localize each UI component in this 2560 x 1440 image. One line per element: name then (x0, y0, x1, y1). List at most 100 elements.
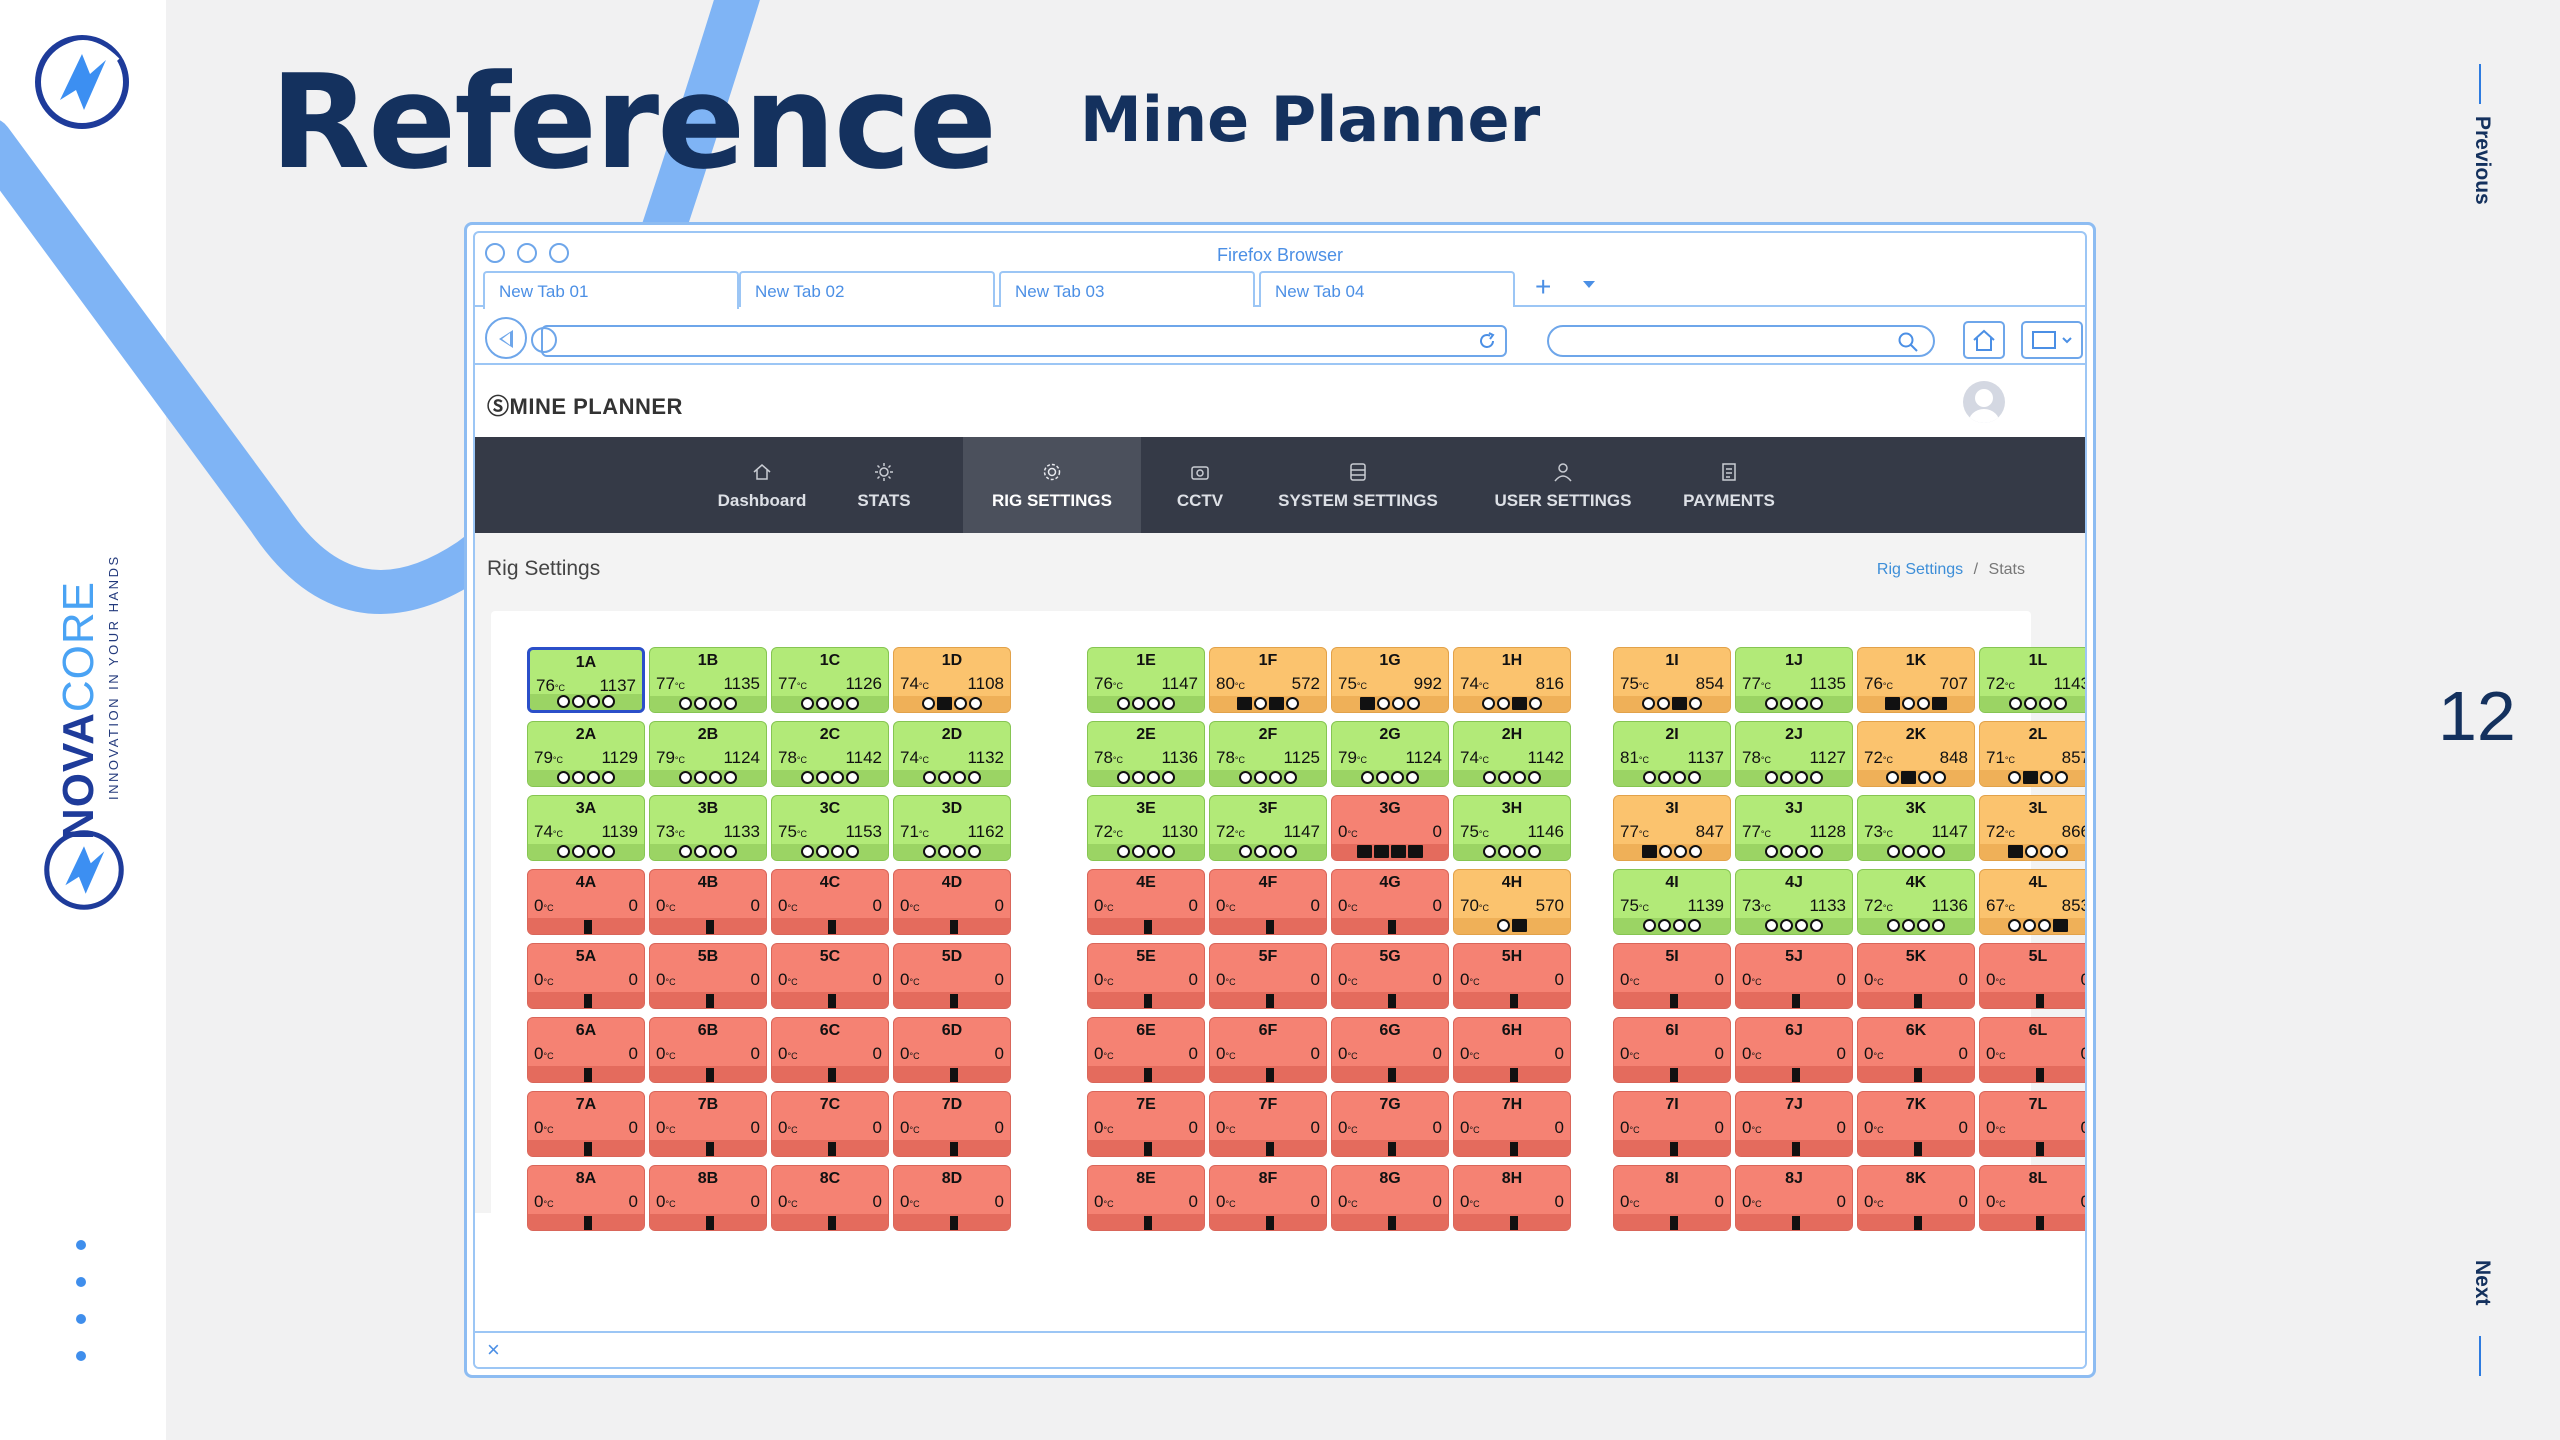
rig-tile-7g[interactable]: 7G 0°C 0 (1331, 1091, 1449, 1157)
rig-tile-6j[interactable]: 6J 0°C 0 (1735, 1017, 1853, 1083)
nav-payments[interactable]: PAYMENTS (1669, 437, 1789, 533)
rig-tile-3h[interactable]: 3H 75°C 1146 (1453, 795, 1571, 861)
rig-tile-5b[interactable]: 5B 0°C 0 (649, 943, 767, 1009)
rig-tile-6c[interactable]: 6C 0°C 0 (771, 1017, 889, 1083)
rig-tile-1h[interactable]: 1H 74°C 816 (1453, 647, 1571, 713)
nav-user-settings[interactable]: USER SETTINGS (1483, 437, 1643, 533)
rig-tile-4d[interactable]: 4D 0°C 0 (893, 869, 1011, 935)
rig-tile-8c[interactable]: 8C 0°C 0 (771, 1165, 889, 1231)
rig-tile-6k[interactable]: 6K 0°C 0 (1857, 1017, 1975, 1083)
rig-tile-4l[interactable]: 4L 67°C 853 (1979, 869, 2085, 935)
nav-system-settings[interactable]: SYSTEM SETTINGS (1265, 437, 1451, 533)
rig-tile-5e[interactable]: 5E 0°C 0 (1087, 943, 1205, 1009)
rig-tile-1g[interactable]: 1G 75°C 992 (1331, 647, 1449, 713)
rig-tile-2b[interactable]: 2B 79°C 1124 (649, 721, 767, 787)
rig-tile-7f[interactable]: 7F 0°C 0 (1209, 1091, 1327, 1157)
rig-tile-3l[interactable]: 3L 72°C 866 (1979, 795, 2085, 861)
rig-tile-7j[interactable]: 7J 0°C 0 (1735, 1091, 1853, 1157)
rig-tile-1a[interactable]: 1A 76°C 1137 (527, 647, 645, 713)
rig-tile-8i[interactable]: 8I 0°C 0 (1613, 1165, 1731, 1231)
rig-tile-3g[interactable]: 3G 0°C 0 (1331, 795, 1449, 861)
window-close-icon[interactable] (485, 243, 505, 263)
avatar[interactable] (1963, 381, 2005, 423)
rig-tile-4c[interactable]: 4C 0°C 0 (771, 869, 889, 935)
rig-tile-8h[interactable]: 8H 0°C 0 (1453, 1165, 1571, 1231)
rig-tile-7b[interactable]: 7B 0°C 0 (649, 1091, 767, 1157)
rig-tile-5d[interactable]: 5D 0°C 0 (893, 943, 1011, 1009)
next-slide-link[interactable]: Next (2466, 1250, 2496, 1400)
rig-tile-7d[interactable]: 7D 0°C 0 (893, 1091, 1011, 1157)
rig-tile-6a[interactable]: 6A 0°C 0 (527, 1017, 645, 1083)
rig-tile-1d[interactable]: 1D 74°C 1108 (893, 647, 1011, 713)
rig-tile-6l[interactable]: 6L 0°C 0 (1979, 1017, 2085, 1083)
previous-slide-link[interactable]: Previous (2466, 60, 2496, 230)
close-icon[interactable]: × (487, 1337, 500, 1362)
rig-tile-8e[interactable]: 8E 0°C 0 (1087, 1165, 1205, 1231)
rig-tile-1l[interactable]: 1L 72°C 1143 (1979, 647, 2085, 713)
rig-tile-8g[interactable]: 8G 0°C 0 (1331, 1165, 1449, 1231)
rig-tile-7k[interactable]: 7K 0°C 0 (1857, 1091, 1975, 1157)
rig-tile-6f[interactable]: 6F 0°C 0 (1209, 1017, 1327, 1083)
tab-1[interactable]: New Tab 01 (483, 271, 739, 309)
back-button[interactable] (485, 317, 527, 359)
rig-tile-1j[interactable]: 1J 77°C 1135 (1735, 647, 1853, 713)
rig-tile-7i[interactable]: 7I 0°C 0 (1613, 1091, 1731, 1157)
rig-tile-1c[interactable]: 1C 77°C 1126 (771, 647, 889, 713)
rig-tile-8k[interactable]: 8K 0°C 0 (1857, 1165, 1975, 1231)
rig-tile-4b[interactable]: 4B 0°C 0 (649, 869, 767, 935)
rig-tile-3a[interactable]: 3A 74°C 1139 (527, 795, 645, 861)
new-tab-button[interactable]: + (1535, 271, 1552, 302)
rig-tile-2g[interactable]: 2G 79°C 1124 (1331, 721, 1449, 787)
rig-tile-6e[interactable]: 6E 0°C 0 (1087, 1017, 1205, 1083)
rig-tile-1f[interactable]: 1F 80°C 572 (1209, 647, 1327, 713)
tab-list-chevron-icon[interactable] (1583, 281, 1595, 288)
rig-tile-4j[interactable]: 4J 73°C 1133 (1735, 869, 1853, 935)
rig-tile-8d[interactable]: 8D 0°C 0 (893, 1165, 1011, 1231)
rig-tile-5h[interactable]: 5H 0°C 0 (1453, 943, 1571, 1009)
rig-tile-3e[interactable]: 3E 72°C 1130 (1087, 795, 1205, 861)
rig-tile-4h[interactable]: 4H 70°C 570 (1453, 869, 1571, 935)
rig-tile-3d[interactable]: 3D 71°C 1162 (893, 795, 1011, 861)
rig-tile-5j[interactable]: 5J 0°C 0 (1735, 943, 1853, 1009)
rig-tile-8f[interactable]: 8F 0°C 0 (1209, 1165, 1327, 1231)
rig-tile-5g[interactable]: 5G 0°C 0 (1331, 943, 1449, 1009)
rig-tile-8a[interactable]: 8A 0°C 0 (527, 1165, 645, 1231)
rig-tile-2k[interactable]: 2K 72°C 848 (1857, 721, 1975, 787)
tab-4[interactable]: New Tab 04 (1259, 271, 1515, 307)
rig-tile-5f[interactable]: 5F 0°C 0 (1209, 943, 1327, 1009)
rig-tile-7l[interactable]: 7L 0°C 0 (1979, 1091, 2085, 1157)
rig-tile-2i[interactable]: 2I 81°C 1137 (1613, 721, 1731, 787)
nav-dashboard[interactable]: Dashboard (697, 437, 827, 533)
rig-tile-1k[interactable]: 1K 76°C 707 (1857, 647, 1975, 713)
rig-tile-3f[interactable]: 3F 72°C 1147 (1209, 795, 1327, 861)
rig-tile-5a[interactable]: 5A 0°C 0 (527, 943, 645, 1009)
rig-tile-2e[interactable]: 2E 78°C 1136 (1087, 721, 1205, 787)
rig-tile-3b[interactable]: 3B 73°C 1133 (649, 795, 767, 861)
rig-tile-6b[interactable]: 6B 0°C 0 (649, 1017, 767, 1083)
rig-tile-6d[interactable]: 6D 0°C 0 (893, 1017, 1011, 1083)
rig-tile-7e[interactable]: 7E 0°C 0 (1087, 1091, 1205, 1157)
tab-3[interactable]: New Tab 03 (999, 271, 1255, 307)
rig-tile-7a[interactable]: 7A 0°C 0 (527, 1091, 645, 1157)
reload-icon[interactable] (1477, 331, 1497, 351)
rig-tile-1e[interactable]: 1E 76°C 1147 (1087, 647, 1205, 713)
rig-tile-1b[interactable]: 1B 77°C 1135 (649, 647, 767, 713)
rig-tile-7c[interactable]: 7C 0°C 0 (771, 1091, 889, 1157)
rig-tile-4g[interactable]: 4G 0°C 0 (1331, 869, 1449, 935)
window-maximize-icon[interactable] (549, 243, 569, 263)
rig-tile-2l[interactable]: 2L 71°C 857 (1979, 721, 2085, 787)
rig-tile-2a[interactable]: 2A 79°C 1129 (527, 721, 645, 787)
forward-button[interactable] (531, 327, 557, 353)
rig-tile-2f[interactable]: 2F 78°C 1125 (1209, 721, 1327, 787)
rig-tile-3i[interactable]: 3I 77°C 847 (1613, 795, 1731, 861)
rig-tile-3c[interactable]: 3C 75°C 1153 (771, 795, 889, 861)
rig-tile-5l[interactable]: 5L 0°C 0 (1979, 943, 2085, 1009)
window-menu-button[interactable] (2021, 321, 2083, 359)
rig-tile-3j[interactable]: 3J 77°C 1128 (1735, 795, 1853, 861)
rig-tile-4f[interactable]: 4F 0°C 0 (1209, 869, 1327, 935)
nav-rig-settings[interactable]: RIG SETTINGS (963, 437, 1141, 533)
rig-tile-6g[interactable]: 6G 0°C 0 (1331, 1017, 1449, 1083)
rig-tile-5i[interactable]: 5I 0°C 0 (1613, 943, 1731, 1009)
rig-tile-8l[interactable]: 8L 0°C 0 (1979, 1165, 2085, 1231)
rig-tile-3k[interactable]: 3K 73°C 1147 (1857, 795, 1975, 861)
